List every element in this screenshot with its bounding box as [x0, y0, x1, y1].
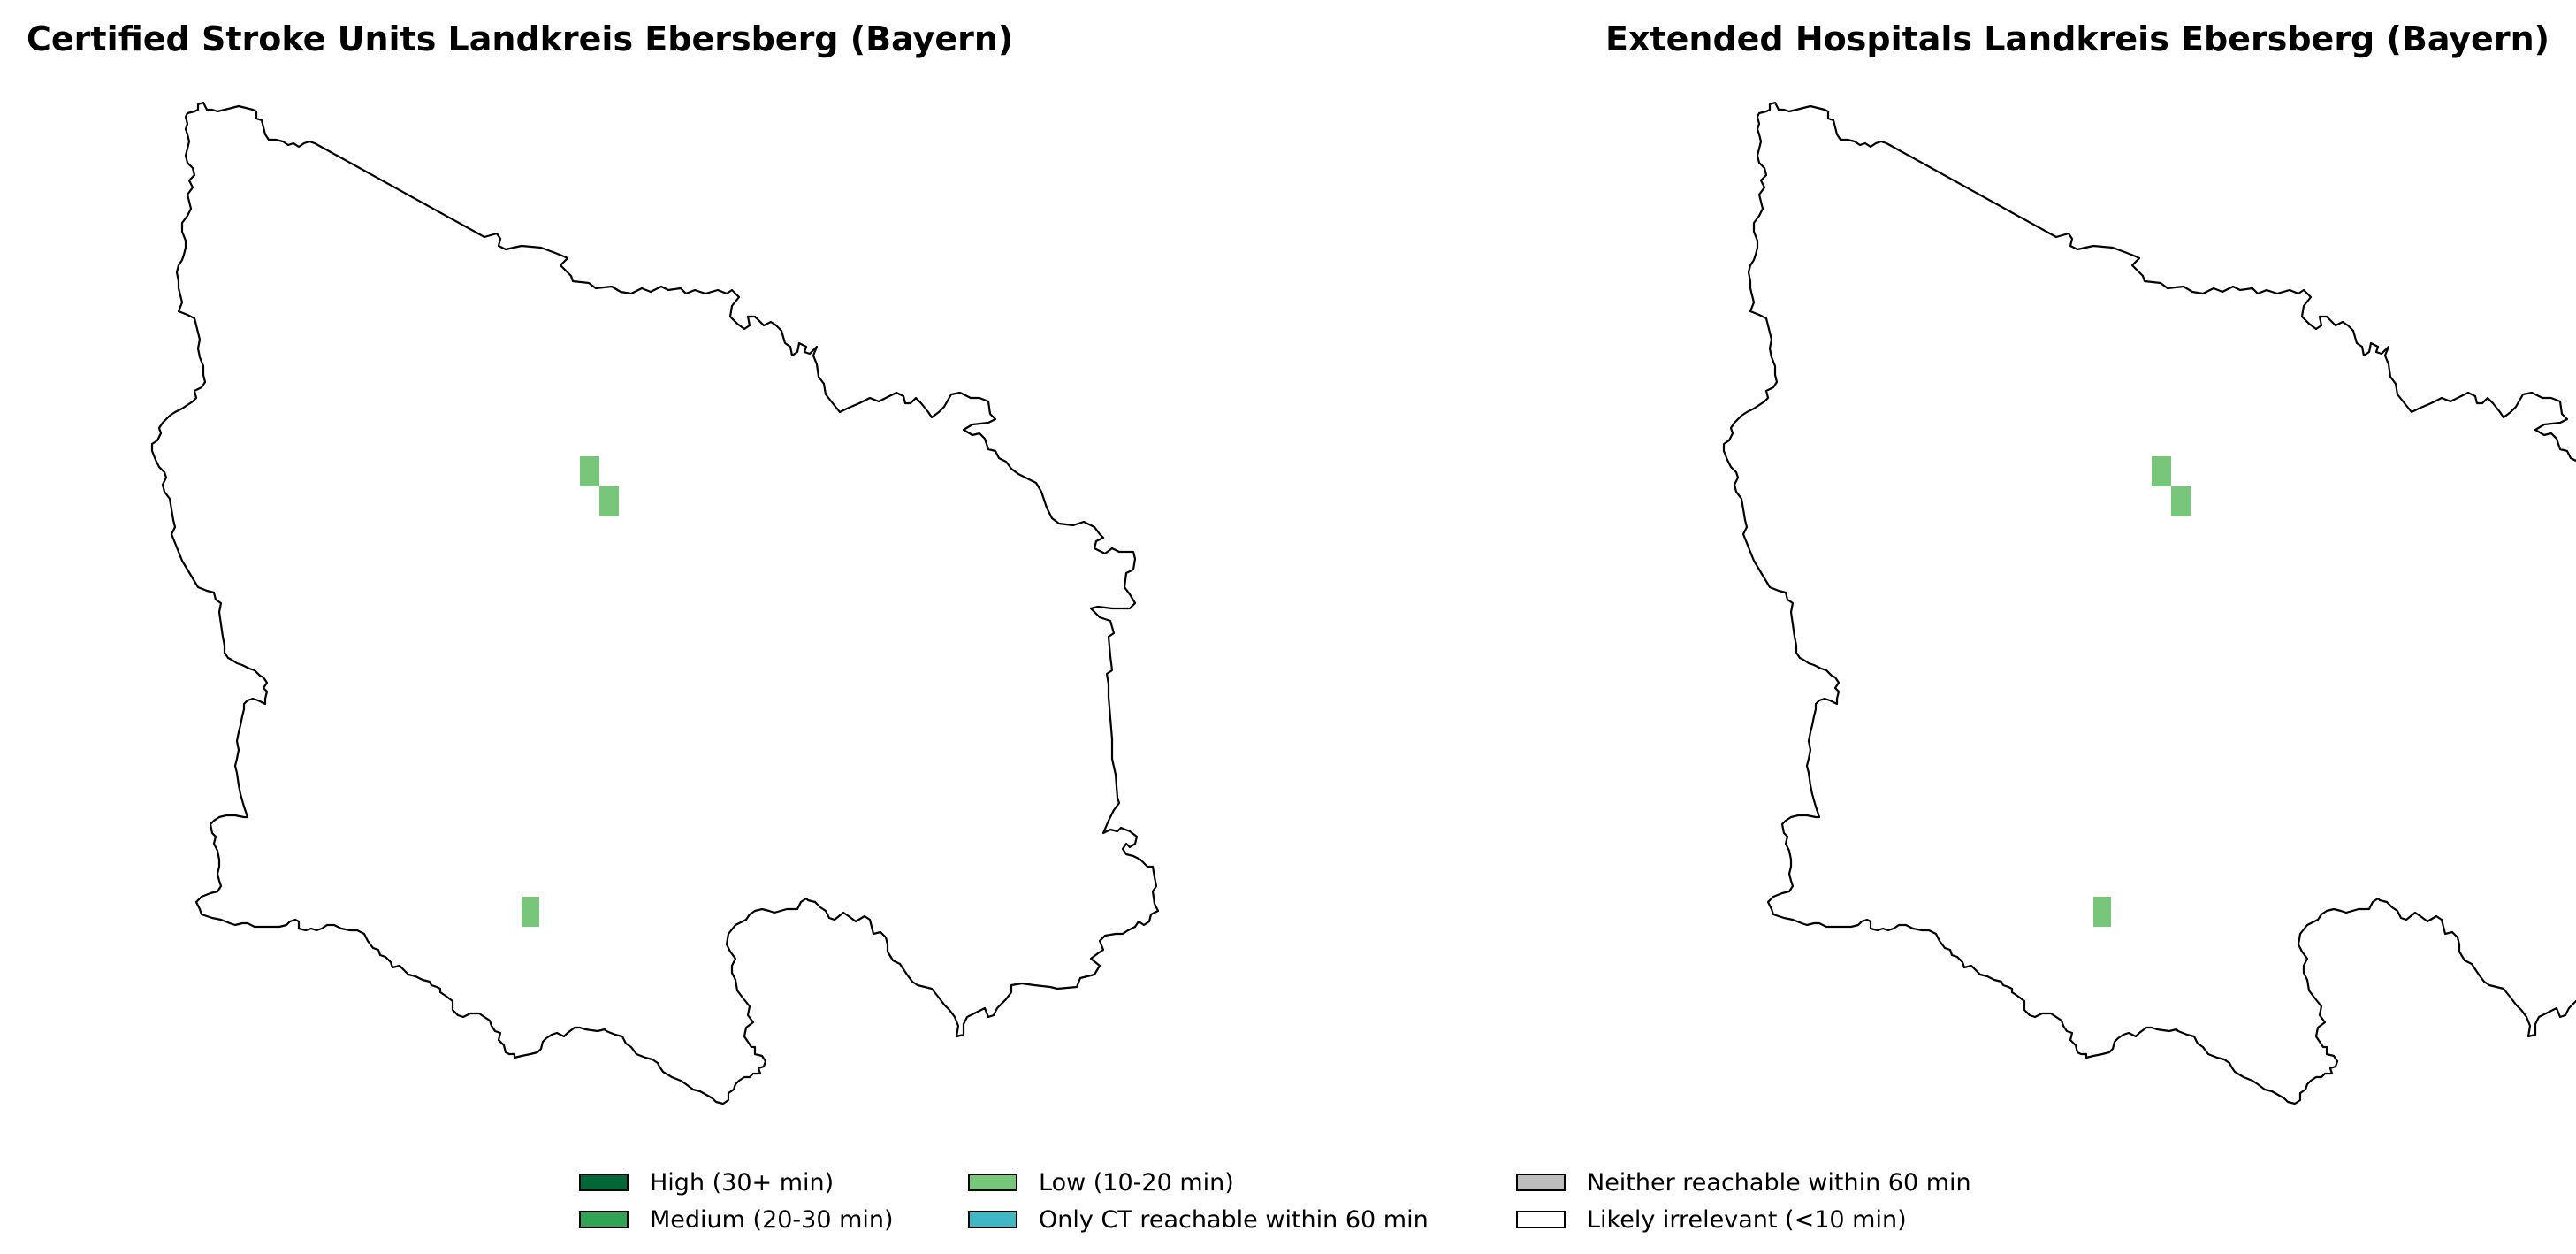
legend-swatch-neither: [1516, 1174, 1566, 1191]
legend-item-low: Low (10-20 min): [968, 1164, 1234, 1201]
grid-cell-low: [2171, 486, 2191, 516]
map-panel-right: [1722, 101, 2576, 1105]
legend-label-ct-only: Only CT reachable within 60 min: [1039, 1205, 1429, 1234]
legend-item-ct-only: Only CT reachable within 60 min: [968, 1201, 1429, 1238]
map-title-left: Certified Stroke Units Landkreis Ebersbe…: [27, 19, 1014, 58]
legend-label-medium: Medium (20-30 min): [650, 1205, 894, 1234]
legend-label-irrelevant: Likely irrelevant (<10 min): [1587, 1205, 1907, 1234]
grid-cell-low: [580, 456, 599, 486]
legend-item-medium: Medium (20-30 min): [579, 1201, 894, 1238]
grid-cell-low: [2152, 456, 2171, 486]
map-cells-left: [522, 456, 619, 927]
legend-item-neither: Neither reachable within 60 min: [1516, 1164, 1971, 1201]
map-panel-left: [150, 101, 1160, 1105]
legend-label-high: High (30+ min): [650, 1168, 835, 1197]
legend-item-irrelevant: Likely irrelevant (<10 min): [1516, 1201, 1907, 1238]
legend-swatch-low: [968, 1174, 1017, 1191]
grid-cell-low: [599, 486, 619, 516]
grid-cell-low: [2093, 897, 2111, 927]
legend-swatch-high: [579, 1174, 629, 1191]
legend-label-neither: Neither reachable within 60 min: [1587, 1168, 1971, 1197]
district-boundary-left: [150, 101, 1160, 1105]
map-canvas: [150, 101, 2576, 1105]
district-boundary-right: [1722, 101, 2576, 1105]
legend-swatch-irrelevant: [1516, 1211, 1566, 1228]
legend-label-low: Low (10-20 min): [1039, 1168, 1234, 1197]
legend: High (30+ min) Medium (20-30 min) Low (1…: [579, 1164, 2082, 1243]
legend-swatch-medium: [579, 1211, 629, 1228]
grid-cell-low: [522, 897, 539, 927]
map-cells-right: [2093, 456, 2191, 927]
legend-swatch-ct-only: [968, 1211, 1017, 1228]
legend-item-high: High (30+ min): [579, 1164, 834, 1201]
map-title-right: Extended Hospitals Landkreis Ebersberg (…: [1604, 19, 2549, 58]
